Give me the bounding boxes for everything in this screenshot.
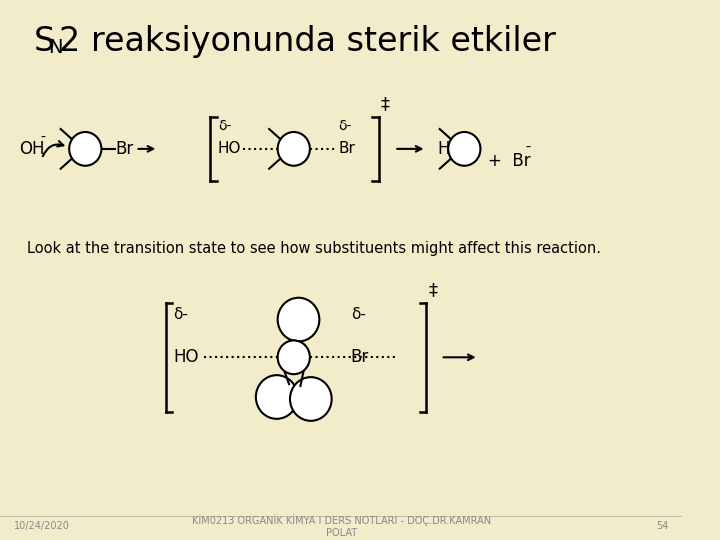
Text: ¯: ¯	[40, 137, 47, 151]
Text: δ-: δ-	[338, 119, 351, 133]
Text: HO: HO	[174, 348, 199, 366]
Text: OH: OH	[19, 140, 45, 158]
Circle shape	[256, 375, 297, 419]
Circle shape	[69, 132, 102, 166]
Text: Look at the transition state to see how substituents might affect this reaction.: Look at the transition state to see how …	[27, 241, 600, 255]
Circle shape	[290, 377, 332, 421]
Text: S: S	[34, 25, 55, 58]
Text: +  Br: + Br	[488, 152, 531, 170]
Text: Br: Br	[116, 140, 134, 158]
Text: 10/24/2020: 10/24/2020	[14, 521, 70, 531]
Text: HO: HO	[218, 141, 241, 157]
Circle shape	[278, 340, 310, 374]
Text: HO: HO	[438, 140, 463, 158]
Text: KİM0213 ORGANİK KİMYA I DERS NOTLARI - DOÇ.DR.KAMRAN
POLAT: KİM0213 ORGANİK KİMYA I DERS NOTLARI - D…	[192, 514, 491, 538]
Circle shape	[278, 132, 310, 166]
Text: ‡: ‡	[428, 281, 437, 299]
Text: δ-: δ-	[174, 307, 189, 322]
Text: δ-: δ-	[351, 307, 366, 322]
Text: N: N	[48, 38, 63, 57]
Text: ‡: ‡	[381, 95, 390, 113]
Text: Br: Br	[351, 348, 369, 366]
Text: 54: 54	[656, 521, 668, 531]
Text: 2 reaksiyonunda sterik etkiler: 2 reaksiyonunda sterik etkiler	[59, 25, 556, 58]
Circle shape	[278, 298, 320, 341]
Circle shape	[449, 132, 480, 166]
Text: δ-: δ-	[218, 119, 231, 133]
Text: ¯: ¯	[524, 147, 531, 161]
Text: Br: Br	[338, 141, 355, 157]
